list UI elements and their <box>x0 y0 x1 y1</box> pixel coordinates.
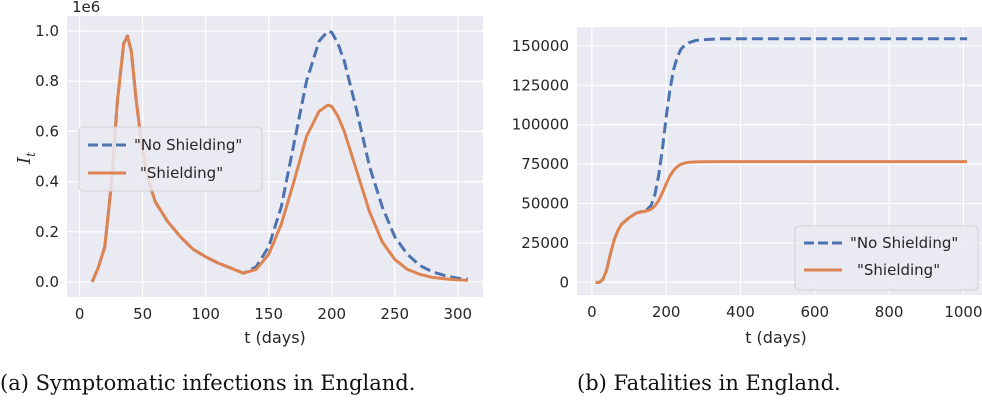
infections-legend-box <box>78 126 263 192</box>
infections-x-tick-label: 100 <box>191 305 220 323</box>
fatalities-y-tick-label: 75000 <box>521 155 569 173</box>
svg-text:It: It <box>14 152 38 165</box>
fatalities-x-tick-label: 0 <box>587 303 597 321</box>
infections-x-tick-label: 200 <box>317 305 346 323</box>
infections-y-axis-label-sub: t <box>24 152 38 157</box>
fatalities-y-tick-label: 0 <box>559 273 569 291</box>
fatalities-x-axis-label: t (days) <box>745 328 807 347</box>
fatalities-x-tick-label: 800 <box>875 303 904 321</box>
infections-x-tick-label: 50 <box>133 305 152 323</box>
infections-y-tick-label: 0.0 <box>35 273 59 291</box>
fatalities-y-tick-label: 100000 <box>512 116 569 134</box>
infections-x-tick-label: 150 <box>254 305 283 323</box>
infections-offset-label: 1e6 <box>72 0 100 16</box>
infections-caption: (a) Symptomatic infections in England. <box>0 371 415 395</box>
fatalities-x-tick-label: 200 <box>652 303 681 321</box>
fatalities-x-tick-label: 1000 <box>944 303 982 321</box>
infections-legend: "No Shielding" "Shielding" <box>78 126 263 192</box>
infections-x-tick-label: 0 <box>75 305 85 323</box>
infections-y-axis-label-main: I <box>14 156 35 165</box>
fatalities-y-tick-label: 50000 <box>521 195 569 213</box>
infections-legend-label-shielding: "Shielding" <box>140 164 223 182</box>
fatalities-y-tick-label: 125000 <box>512 76 569 94</box>
fatalities-chart: 0 200 400 600 800 1000 0 25000 50000 75000 100000 1… <box>512 27 982 395</box>
infections-x-axis-label: t (days) <box>244 328 306 347</box>
fatalities-series-shielding-line <box>595 160 968 284</box>
fatalities-series <box>595 37 968 284</box>
fatalities-legend: "No Shielding" "Shielding" <box>794 225 979 291</box>
infections-legend-label-no-shielding: "No Shielding" <box>134 136 242 154</box>
infections-y-tick-label: 0.2 <box>35 223 59 241</box>
infections-y-axis-label: It <box>14 152 38 165</box>
fatalities-caption: (b) Fatalities in England. <box>577 371 841 395</box>
infections-series-no-shielding-line <box>90 29 469 283</box>
infections-x-tick-label: 250 <box>380 305 409 323</box>
fatalities-x-tick-label: 400 <box>726 303 755 321</box>
infections-series <box>90 29 469 283</box>
infections-y-tick-label: 0.4 <box>35 173 59 191</box>
fatalities-legend-label-shielding: "Shielding" <box>857 261 940 279</box>
infections-y-tick-label: 0.8 <box>35 72 59 90</box>
infections-tick-labels: 0 50 100 150 200 250 300 0.0 0.2 0.4 0.6 0.8 1.0 <box>35 22 472 323</box>
fatalities-y-tick-label: 25000 <box>521 234 569 252</box>
infections-x-tick-label: 300 <box>443 305 472 323</box>
infections-y-tick-label: 0.6 <box>35 122 59 140</box>
fatalities-x-tick-label: 600 <box>800 303 829 321</box>
fatalities-y-tick-label: 150000 <box>512 37 569 55</box>
infections-series-shielding-line <box>90 34 468 283</box>
infections-chart: 0 50 100 150 200 250 300 0.0 0.2 0.4 0.6 0.8 1.0 1e6… <box>0 0 483 395</box>
infections-y-tick-label: 1.0 <box>35 22 59 40</box>
fatalities-tick-labels: 0 200 400 600 800 1000 0 25000 50000 75000 100000 1… <box>512 37 982 321</box>
fatalities-legend-label-no-shielding: "No Shielding" <box>850 234 958 252</box>
